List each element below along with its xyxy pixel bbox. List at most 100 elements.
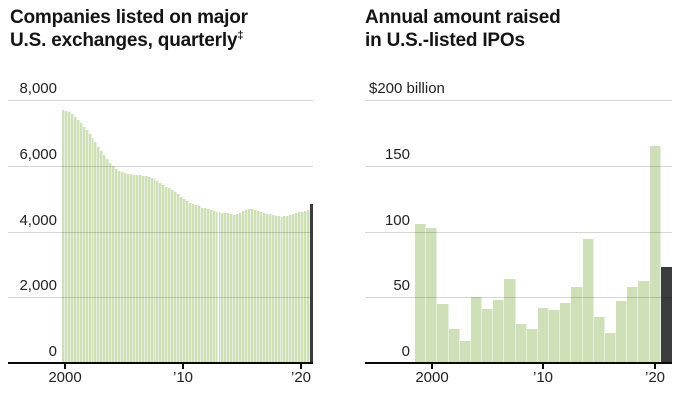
bar [183,198,186,363]
gridline [8,297,313,298]
bar [124,173,127,363]
bar [177,194,181,363]
bar [103,154,107,363]
x-axis-tick [431,364,433,369]
chart1-title-line1: Companies listed on major [10,7,248,28]
bar [91,138,95,363]
bar [118,170,122,363]
bar [135,174,139,363]
bar [286,215,290,363]
bar [627,286,639,363]
bar [73,117,77,363]
bar [265,213,269,363]
bar [242,211,246,363]
y-axis-label: 0 [401,343,410,360]
bar [206,209,210,363]
bar [253,210,257,363]
bar [549,310,561,363]
x-axis-label: 2000 [48,369,82,386]
bar [283,216,287,363]
bar-latest-period [660,267,672,363]
bar [448,328,460,363]
bar [227,213,231,363]
bar [280,216,284,363]
x-axis-line [8,362,313,364]
bar [159,183,163,363]
x-axis-label: ’10 [172,369,194,386]
bar [129,174,133,363]
bar [215,211,219,363]
bar [212,211,216,363]
bar [203,208,207,363]
bar [250,209,254,363]
bar [298,212,302,363]
bar [259,211,263,363]
gridline [365,232,672,233]
bar [141,175,145,363]
bar [459,340,471,363]
bar [150,177,154,363]
bar [85,130,89,363]
bar [153,179,157,363]
bar [245,209,249,363]
bar [106,158,110,363]
bar [70,114,74,363]
bar [504,278,516,363]
bar [304,211,308,363]
x-axis-tick [64,364,66,369]
y-axis-label: 4,000 [19,211,57,229]
x-axis-label: ’20 [290,369,312,386]
bar [604,332,617,363]
bar [79,123,83,363]
bar [582,239,594,363]
gridline [8,100,313,101]
y-axis-label: 100 [384,211,410,229]
bar [115,168,119,363]
bar [88,134,92,363]
gridline [365,100,672,101]
chart2-title-line2: in U.S.-listed IPOs [365,30,525,51]
bar [262,212,266,363]
bar [174,192,178,363]
bar [82,126,86,363]
bar [526,328,538,363]
bar [482,309,494,363]
gridline [8,166,313,167]
chart2-unit-label: $200 billion [369,80,445,97]
bar [112,166,116,363]
bar [649,146,661,363]
bar [147,176,151,363]
bar [109,162,113,363]
bar [292,213,296,363]
bar [218,212,222,363]
x-axis-tick [654,364,656,369]
bar [209,210,213,363]
bar [295,213,299,363]
bar [144,175,148,363]
x-axis-line [365,362,672,364]
bar [67,112,71,363]
x-axis-label: ’10 [532,369,554,386]
bar [132,174,136,363]
y-axis-label: 150 [384,145,410,163]
bar [165,186,169,363]
bar [271,215,275,363]
bar [470,297,483,363]
bar [224,212,228,363]
chart2-title-line1: Annual amount raised [365,7,561,28]
chart1-title-line2: U.S. exchanges, quarterly [10,30,238,51]
gridline [365,297,672,298]
y-axis-label: 0 [48,343,57,360]
bar [571,286,583,363]
bar [180,196,184,363]
x-axis-tick [182,364,184,369]
bar [301,211,305,363]
bar [233,215,237,363]
bar [515,323,527,363]
bar [537,307,550,363]
bar [138,175,142,363]
bar [171,190,175,363]
gridline [8,232,313,233]
bar [239,212,243,363]
bar [221,212,225,363]
